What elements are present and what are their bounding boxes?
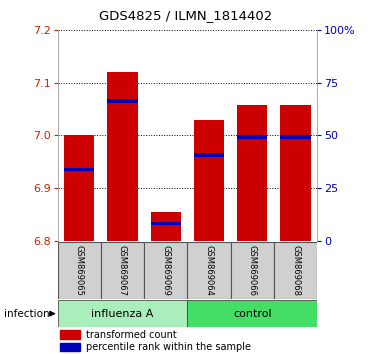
Text: transformed count: transformed count (86, 330, 177, 339)
Bar (280, 105, 311, 241)
FancyBboxPatch shape (274, 242, 317, 299)
Text: GSM869066: GSM869066 (248, 245, 257, 296)
Bar (60, 330, 80, 338)
Text: GSM869069: GSM869069 (161, 245, 170, 296)
Bar (237, 135, 267, 139)
Text: GDS4825 / ILMN_1814402: GDS4825 / ILMN_1814402 (99, 9, 272, 22)
Bar (64, 168, 94, 171)
Bar (194, 120, 224, 241)
Bar (107, 72, 138, 241)
Text: percentile rank within the sample: percentile rank within the sample (86, 342, 251, 352)
FancyBboxPatch shape (58, 300, 187, 327)
Bar (280, 135, 311, 139)
Bar (151, 222, 181, 225)
FancyBboxPatch shape (58, 242, 101, 299)
Bar (194, 153, 224, 157)
Text: GSM869068: GSM869068 (291, 245, 300, 296)
FancyBboxPatch shape (187, 242, 231, 299)
Bar (107, 99, 138, 103)
Text: control: control (233, 309, 272, 319)
Text: infection: infection (4, 309, 49, 319)
FancyBboxPatch shape (187, 300, 317, 327)
FancyBboxPatch shape (144, 242, 187, 299)
Bar (64, 135, 94, 241)
Text: GSM869065: GSM869065 (75, 245, 83, 296)
Text: GSM869067: GSM869067 (118, 245, 127, 296)
Text: GSM869064: GSM869064 (204, 245, 213, 296)
FancyBboxPatch shape (231, 242, 274, 299)
Bar (151, 212, 181, 241)
FancyBboxPatch shape (101, 242, 144, 299)
Bar (60, 343, 80, 351)
Text: influenza A: influenza A (91, 309, 154, 319)
Bar (237, 105, 267, 241)
